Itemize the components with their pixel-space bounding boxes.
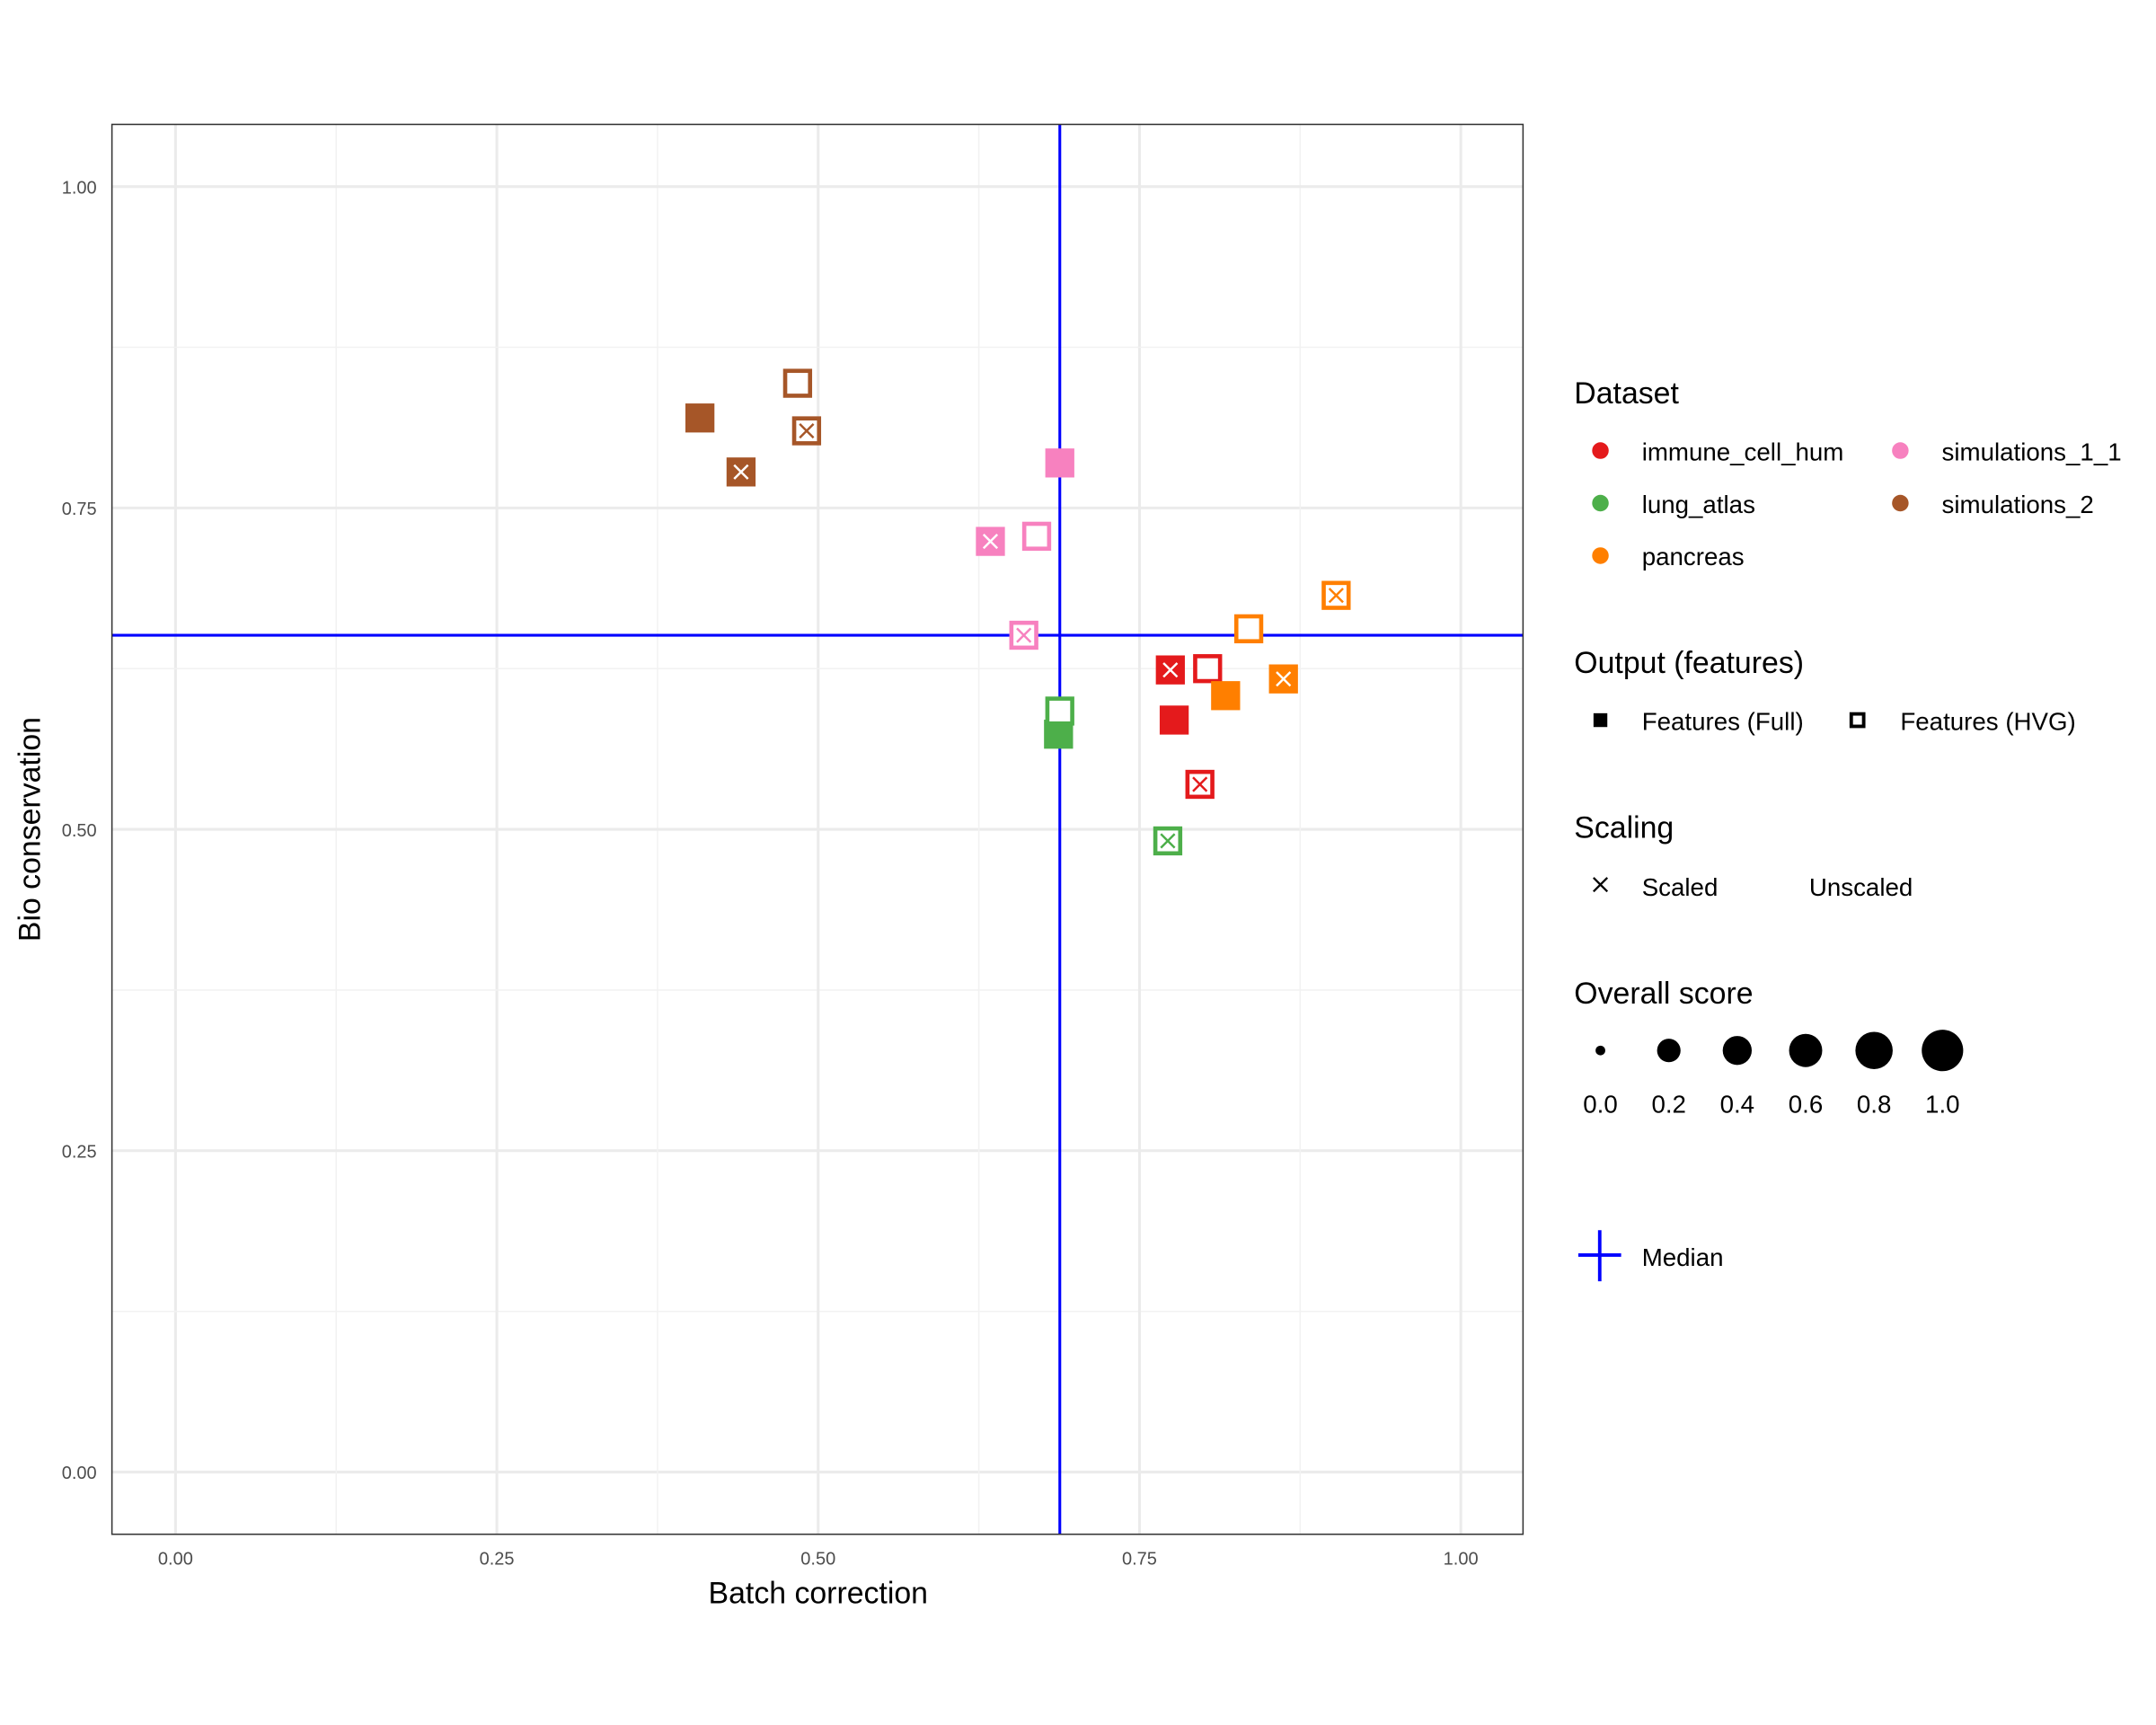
point-scaled-cross xyxy=(982,534,999,550)
tick-labels: 0.00 0.25 0.50 0.75 1.00 0.00 0.25 0.50 0.75 1.00 xyxy=(62,178,1479,1569)
data-point xyxy=(1155,655,1185,685)
point-square-filled xyxy=(1045,448,1074,478)
y-tick-label: 0.25 xyxy=(62,1142,97,1162)
legend-full-square-icon xyxy=(1593,712,1608,728)
legend-item-dataset: simulations_2 xyxy=(1942,491,2094,518)
y-tick-label: 0.75 xyxy=(62,500,97,519)
grid xyxy=(111,124,1524,1535)
data-point xyxy=(976,526,1005,556)
legend-item-hvg: Features (HVG) xyxy=(1900,707,2075,735)
legend-item-score: 0.2 xyxy=(1651,1090,1686,1118)
data-point xyxy=(1159,705,1189,735)
data-point xyxy=(1045,448,1074,478)
data-point xyxy=(726,457,756,487)
point-square-open xyxy=(782,368,813,398)
legend-score-circle-icon xyxy=(1657,1039,1681,1063)
x-tick-label: 0.75 xyxy=(1122,1550,1157,1570)
y-tick-label: 0.50 xyxy=(62,821,97,841)
y-tick-label: 0.00 xyxy=(62,1464,97,1483)
legend-item-dataset: simulations_1_1 xyxy=(1942,438,2122,465)
legend: Dataset immune_cell_hum lung_atlaspancrea… xyxy=(1574,376,2122,1282)
legend-dataset-dot-icon xyxy=(1592,547,1609,564)
point-square-open xyxy=(1153,826,1183,856)
point-scaled-cross xyxy=(1276,671,1292,687)
point-square-open xyxy=(1193,654,1223,684)
data-point xyxy=(1153,826,1183,856)
panel-border xyxy=(110,123,1524,1535)
point-square-open xyxy=(1021,521,1052,552)
point-scaled-cross xyxy=(733,464,749,480)
y-tick-label: 1.00 xyxy=(62,178,97,198)
legend-score-circle-icon xyxy=(1595,1045,1605,1056)
data-point xyxy=(685,403,715,433)
legend-title-score: Overall score xyxy=(1574,977,1753,1011)
point-scaled-cross xyxy=(1162,662,1179,678)
legend-dataset-dot-icon xyxy=(1592,442,1609,459)
legend-item-median: Median xyxy=(1642,1243,1724,1271)
data-point xyxy=(1233,614,1264,644)
data-point xyxy=(791,416,822,446)
point-square-filled xyxy=(1159,705,1189,735)
legend-item-scaled: Scaled xyxy=(1642,873,1719,901)
legend-scaled-cross-icon xyxy=(1593,877,1609,893)
x-tick-label: 0.25 xyxy=(480,1550,515,1570)
legend-score-circle-icon xyxy=(1722,1036,1752,1066)
legend-dataset-dot-icon xyxy=(1592,494,1609,512)
point-scaled-cross xyxy=(1192,776,1208,792)
legend-item-dataset: immune_cell_hum xyxy=(1642,438,1844,465)
legend-title-output: Output (features) xyxy=(1574,646,1804,680)
point-scaled-cross xyxy=(1328,588,1344,604)
point-square-open xyxy=(1045,696,1074,726)
legend-item-score: 0.4 xyxy=(1720,1090,1755,1118)
median-lines xyxy=(111,124,1524,1535)
legend-item-unscaled: Unscaled xyxy=(1809,873,1913,901)
x-axis-label: Batch correction xyxy=(709,1577,928,1611)
point-square-open xyxy=(1185,769,1215,800)
points xyxy=(685,368,1351,856)
legend-item-score: 1.0 xyxy=(1925,1090,1960,1118)
legend-item-score: 0.0 xyxy=(1583,1090,1618,1118)
data-point xyxy=(1211,681,1241,711)
legend-score-circle-icon xyxy=(1855,1031,1893,1069)
legend-score-circle-icon xyxy=(1922,1030,1964,1072)
data-point xyxy=(1268,664,1298,694)
x-tick-label: 0.00 xyxy=(158,1550,193,1570)
data-point xyxy=(1185,769,1215,800)
legend-score-circle-icon xyxy=(1789,1033,1823,1067)
point-scaled-cross xyxy=(1016,627,1032,643)
data-point xyxy=(1193,654,1223,684)
legend-dataset-dot-icon xyxy=(1892,442,1909,459)
data-point xyxy=(1021,521,1052,552)
point-square-filled xyxy=(685,403,715,433)
x-tick-label: 1.00 xyxy=(1444,1550,1479,1570)
legend-hvg-square-icon xyxy=(1849,712,1866,729)
y-axis-label: Bio conservation xyxy=(13,717,48,942)
data-point xyxy=(1045,696,1074,726)
point-scaled-cross xyxy=(1160,833,1176,849)
point-scaled-cross xyxy=(799,422,815,439)
legend-item-dataset: pancreas xyxy=(1642,543,1745,571)
legend-dataset-dot-icon xyxy=(1892,494,1909,512)
point-square-open xyxy=(1233,614,1264,644)
legend-median-icon xyxy=(1577,1230,1621,1282)
legend-item-full: Features (Full) xyxy=(1642,707,1804,735)
data-point xyxy=(782,368,813,398)
x-tick-label: 0.50 xyxy=(800,1550,835,1570)
legend-item-score: 0.6 xyxy=(1789,1090,1824,1118)
legend-title-scaling: Scaling xyxy=(1574,810,1674,845)
data-point xyxy=(1009,620,1038,650)
legend-item-score: 0.8 xyxy=(1857,1090,1892,1118)
legend-title-dataset: Dataset xyxy=(1574,376,1679,411)
data-point xyxy=(1321,580,1351,610)
point-square-filled xyxy=(1211,681,1241,711)
legend-item-dataset: lung_atlas xyxy=(1642,491,1755,518)
